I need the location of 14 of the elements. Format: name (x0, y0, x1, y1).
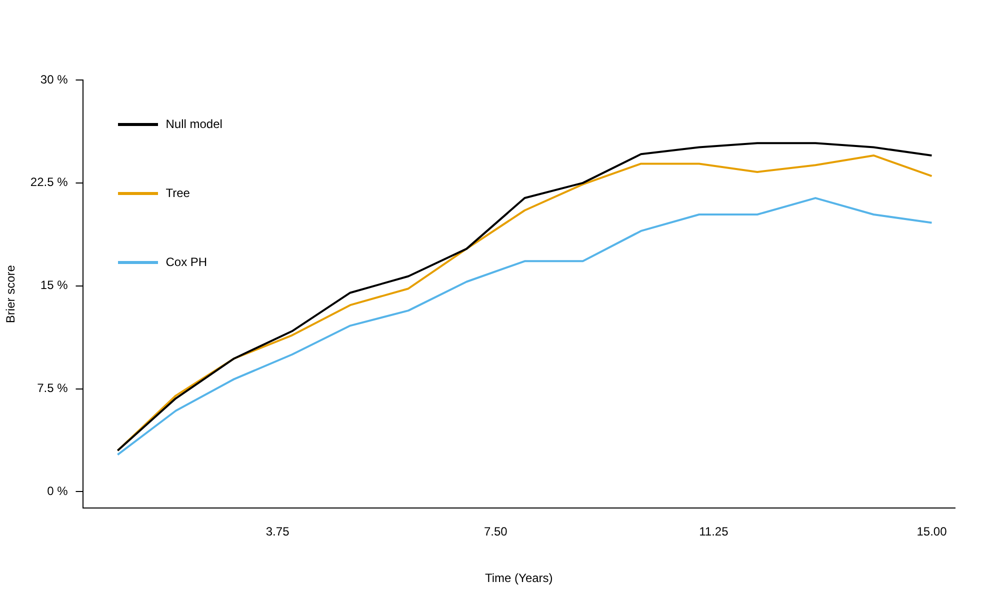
legend-label: Tree (166, 186, 190, 200)
legend-label: Null model (166, 117, 222, 131)
x-axis-title: Time (Years) (484, 571, 553, 586)
y-axis-title: Brier score (4, 264, 18, 324)
x-tick-label: 3.75 (266, 524, 290, 539)
y-tick-label: 15 % (40, 278, 68, 292)
legend-label: Cox PH (166, 255, 208, 269)
x-tick-label: 7.50 (484, 524, 508, 539)
y-tick-label: 7.5 % (37, 381, 68, 396)
y-tick-label: 0 % (47, 484, 68, 498)
y-tick-label: 22.5 % (30, 175, 68, 190)
y-tick-label: 30 % (40, 72, 68, 86)
x-tick-label: 11.25 (699, 524, 729, 539)
x-tick-label: 15.00 (916, 524, 948, 539)
